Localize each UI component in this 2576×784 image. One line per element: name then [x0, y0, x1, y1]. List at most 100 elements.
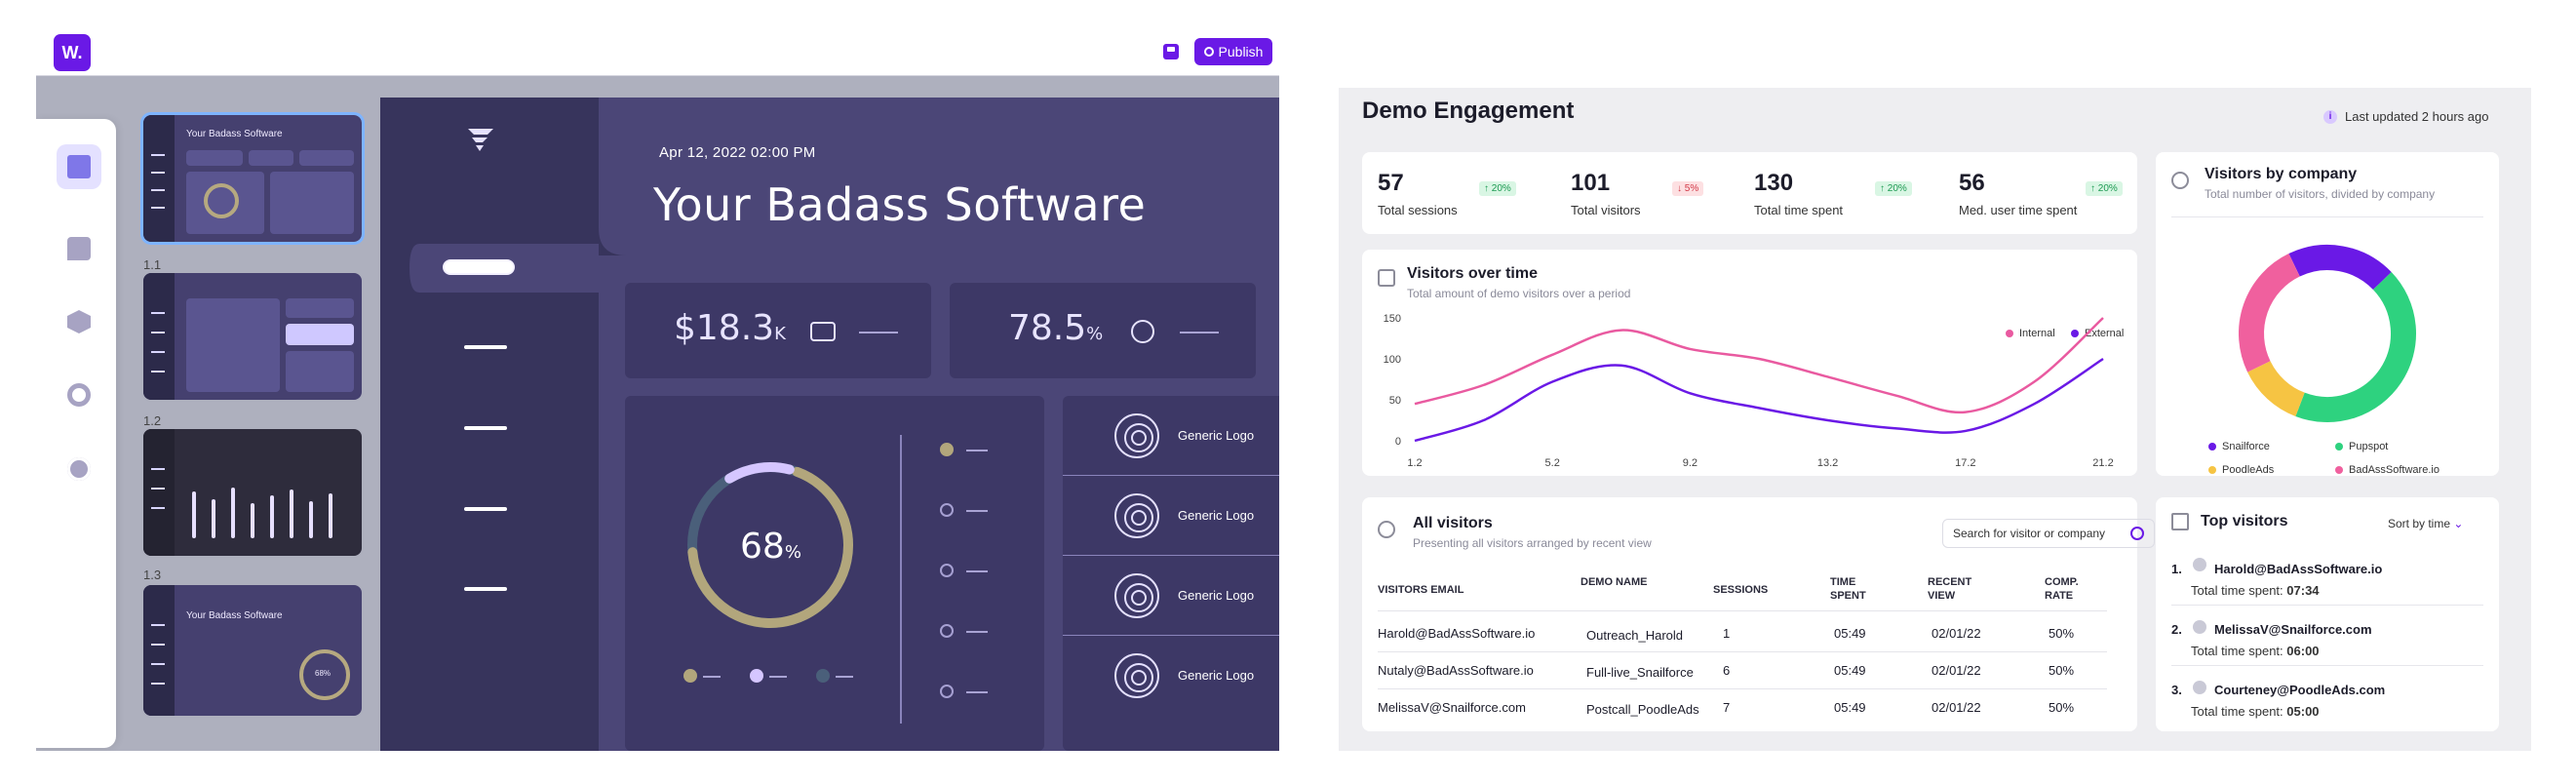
active-nav-pill[interactable]	[443, 259, 515, 275]
column-header[interactable]: DEMO NAME	[1581, 576, 1648, 588]
x-tick-label: 5.2	[1545, 457, 1560, 469]
slide-donut-value: 68%	[315, 669, 332, 678]
x-tick-label: 9.2	[1683, 457, 1698, 469]
stat-value: 78.5%	[1008, 308, 1104, 348]
slide-canvas[interactable]: Apr 12, 2022 02:00 PM Your Badass Softwa…	[380, 98, 1279, 751]
kpi-value: 57	[1378, 170, 1404, 196]
cell-email[interactable]: Harold@BadAssSoftware.io	[1378, 626, 1536, 641]
stat-card: $18.3K	[625, 283, 931, 378]
pie-icon	[1131, 320, 1154, 343]
kpi-delta-badge: ↑ 20%	[2086, 181, 2123, 196]
publish-button[interactable]: Publish	[1194, 38, 1272, 65]
comments-tool-button[interactable]	[57, 226, 101, 271]
kpi-value: 101	[1571, 170, 1611, 196]
visitor-name[interactable]: Courteney@PoodleAds.com	[2214, 683, 2386, 697]
card-title: Top visitors	[2201, 513, 2288, 529]
pie-slice-pupspot[interactable]	[2295, 272, 2416, 422]
rank: 2.	[2171, 622, 2182, 637]
publish-icon	[1203, 47, 1214, 57]
app-logo[interactable]: W.	[54, 34, 91, 71]
slide-thumbnail[interactable]: Your Badass Software	[140, 112, 365, 245]
integrations-tool-button[interactable]	[57, 299, 101, 344]
kpi-label: Total visitors	[1571, 203, 1641, 217]
logo-icon	[1114, 413, 1159, 458]
settings-tool-button[interactable]	[57, 447, 101, 491]
cell-demo: Full-live_Snailforce	[1586, 665, 1694, 680]
sync-tool-button[interactable]	[57, 372, 101, 417]
cell-email[interactable]: Nutaly@BadAssSoftware.io	[1378, 663, 1534, 678]
visitor-name[interactable]: Harold@BadAssSoftware.io	[2214, 562, 2383, 576]
legend-external[interactable]: External	[2071, 328, 2124, 339]
logo-name: Generic Logo	[1178, 668, 1255, 683]
legend-poodleads[interactable]: PoodleAds	[2208, 464, 2274, 476]
y-tick-label: 150	[1384, 313, 1401, 325]
top-visitors-card: Top visitors Sort by time ⌄ 1. Harold@Ba…	[2156, 497, 2499, 731]
avatar	[2193, 681, 2206, 694]
logo-row[interactable]: Generic Logo	[1063, 556, 1279, 636]
rank: 1.	[2171, 562, 2182, 576]
hexagon-icon	[67, 310, 91, 333]
card-title: Visitors over time	[1407, 265, 1538, 282]
logo-row[interactable]: Generic Logo	[1063, 476, 1279, 556]
pie-chart-icon	[2171, 172, 2189, 189]
legend-internal[interactable]: Internal	[2006, 328, 2055, 339]
pie-slice-badasssoftware-io[interactable]	[2239, 254, 2301, 372]
kpi-value: 56	[1959, 170, 1985, 196]
company-donut-chart	[2239, 245, 2416, 422]
donut-segment-main	[687, 466, 853, 628]
legend-snailforce[interactable]: Snailforce	[2208, 441, 2270, 452]
save-icon[interactable]	[1163, 44, 1179, 59]
page-title: Demo Engagement	[1362, 98, 1575, 124]
column-header[interactable]: COMP. RATE	[2045, 576, 2079, 602]
visitor-time: Total time spent: 05:00	[2191, 704, 2320, 719]
logo-row[interactable]: Generic Logo	[1063, 636, 1279, 716]
editor-topbar: W. Publish	[36, 29, 1279, 76]
nav-item[interactable]	[464, 345, 507, 349]
visitor-name[interactable]: MelissaV@Snailforce.com	[2214, 622, 2372, 637]
column-header[interactable]: TIME SPENT	[1830, 576, 1866, 602]
all-visitors-card: All visitors Presenting all visitors arr…	[1362, 497, 2155, 731]
kpi-card: 101 Total visitors ↓ 5%	[1555, 152, 1748, 234]
pie-slice-poodleads[interactable]	[2247, 360, 2306, 416]
kpi-delta-badge: ↑ 20%	[1875, 181, 1912, 196]
slide-sidebar	[143, 115, 175, 242]
cell-email[interactable]: MelissaV@Snailforce.com	[1378, 700, 1526, 715]
column-header[interactable]: VISITORS EMAIL	[1378, 584, 1464, 596]
slide-list: Your Badass Software 1.1 1.2 1.3	[140, 112, 370, 751]
slide-date: Apr 12, 2022 02:00 PM	[659, 144, 816, 161]
legend-pupspot[interactable]: Pupspot	[2335, 441, 2388, 452]
sort-dropdown[interactable]: Sort by time ⌄	[2388, 517, 2464, 530]
series-line-internal	[1414, 317, 2104, 414]
y-tick-label: 50	[1389, 395, 1401, 407]
pie-slice-snailforce[interactable]	[2288, 245, 2392, 291]
card-title: Visitors by company	[2205, 166, 2358, 182]
column-header[interactable]: RECENT VIEW	[1928, 576, 1972, 602]
cell-demo: Postcall_PoodleAds	[1586, 702, 1699, 717]
nav-item[interactable]	[464, 426, 507, 430]
nav-pill-track	[410, 244, 599, 293]
layout-tool-button[interactable]	[57, 144, 101, 189]
x-tick-label: 17.2	[1955, 457, 1975, 469]
cell-demo: Outreach_Harold	[1586, 628, 1683, 643]
donut-chart	[687, 462, 853, 628]
cell-rate: 50%	[2049, 663, 2075, 678]
slide-thumbnail[interactable]	[143, 429, 362, 556]
slide-thumbnail[interactable]	[143, 273, 362, 400]
nav-item[interactable]	[464, 507, 507, 511]
logo-icon	[1114, 653, 1159, 698]
column-header[interactable]: SESSIONS	[1713, 584, 1769, 596]
kpi-card: 56 Med. user time spent ↑ 20%	[1943, 152, 2137, 234]
search-icon	[2130, 527, 2144, 540]
cell-time: 05:49	[1834, 700, 1866, 715]
chat-icon	[67, 237, 91, 260]
cell-recent: 02/01/22	[1932, 663, 1981, 678]
avatar	[2193, 620, 2206, 634]
logo-row[interactable]: Generic Logo	[1063, 396, 1279, 476]
last-updated: i Last updated 2 hours ago	[2323, 109, 2488, 124]
slide-thumbnail[interactable]: Your Badass Software 68%	[143, 585, 362, 716]
logo-name: Generic Logo	[1178, 428, 1255, 443]
legend-badasssoftware[interactable]: BadAssSoftware.io	[2335, 464, 2439, 476]
nav-item[interactable]	[464, 587, 507, 591]
search-input[interactable]: Search for visitor or company	[1942, 519, 2155, 548]
kpi-card: 130 Total time spent ↑ 20%	[1738, 152, 1943, 234]
